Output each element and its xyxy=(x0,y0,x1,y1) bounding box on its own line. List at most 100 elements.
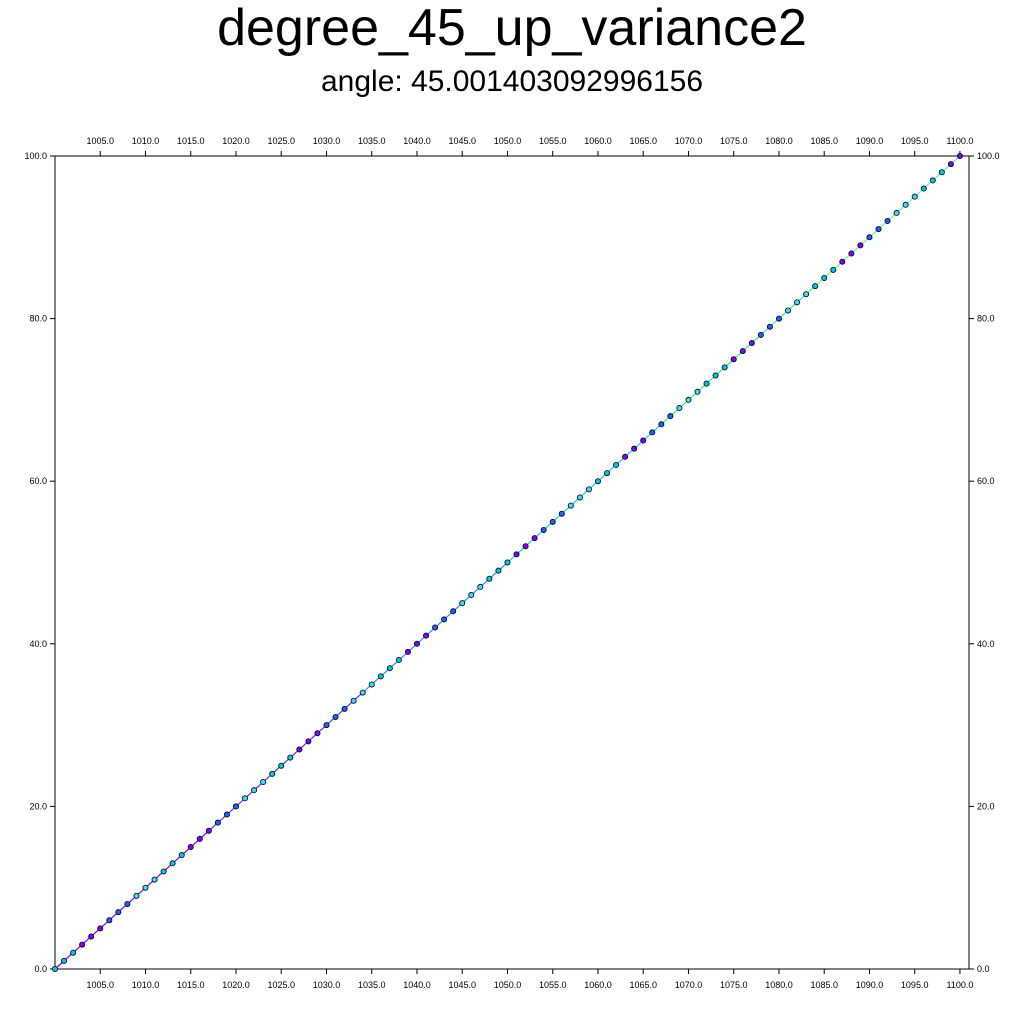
data-point xyxy=(585,486,592,493)
data-point xyxy=(775,315,782,322)
data-point xyxy=(658,421,665,428)
data-point xyxy=(278,762,285,769)
data-point xyxy=(956,152,963,159)
data-point xyxy=(423,632,430,639)
data-point xyxy=(803,291,810,298)
data-point xyxy=(477,583,484,590)
x-tick-label-bottom: 1080.0 xyxy=(765,980,793,990)
data-point xyxy=(115,909,122,916)
data-point xyxy=(205,827,212,834)
data-point xyxy=(830,266,837,273)
data-point xyxy=(504,559,511,566)
data-point xyxy=(522,543,529,550)
x-tick-label-top: 1010.0 xyxy=(132,136,160,146)
data-point xyxy=(694,388,701,395)
data-point xyxy=(785,307,792,314)
x-tick-label-top: 1060.0 xyxy=(584,136,612,146)
data-point xyxy=(848,250,855,257)
data-point xyxy=(287,754,294,761)
x-tick-label-bottom: 1075.0 xyxy=(720,980,748,990)
y-tick-label-left: 20.0 xyxy=(29,801,47,811)
data-point xyxy=(721,364,728,371)
data-point xyxy=(314,730,321,737)
data-point xyxy=(947,161,954,168)
data-point xyxy=(323,722,330,729)
data-point xyxy=(151,876,158,883)
x-tick-label-bottom: 1005.0 xyxy=(86,980,114,990)
data-point xyxy=(866,234,873,241)
y-tick-label-right: 40.0 xyxy=(977,639,995,649)
data-point xyxy=(377,673,384,680)
x-tick-label-bottom: 1090.0 xyxy=(856,980,884,990)
data-point xyxy=(450,608,457,615)
data-point xyxy=(576,494,583,501)
data-point xyxy=(929,177,936,184)
data-point xyxy=(413,640,420,647)
x-tick-label-top: 1050.0 xyxy=(494,136,522,146)
data-point xyxy=(667,413,674,420)
data-point xyxy=(386,665,393,672)
x-tick-label-bottom: 1065.0 xyxy=(629,980,657,990)
data-point xyxy=(404,648,411,655)
data-point xyxy=(432,624,439,631)
data-point xyxy=(486,575,493,582)
data-point xyxy=(540,526,547,533)
y-tick-label-right: 0.0 xyxy=(977,964,990,974)
x-tick-label-bottom: 1025.0 xyxy=(267,980,295,990)
data-point xyxy=(911,193,918,200)
data-point xyxy=(613,461,620,468)
data-point xyxy=(884,218,891,225)
x-tick-label-bottom: 1070.0 xyxy=(675,980,703,990)
data-point xyxy=(640,437,647,444)
data-point xyxy=(169,860,176,867)
chart-title: degree_45_up_variance2 xyxy=(217,0,807,57)
data-point xyxy=(52,966,59,973)
data-point xyxy=(260,779,267,786)
data-point xyxy=(495,567,502,574)
data-point xyxy=(133,892,140,899)
y-tick-label-right: 100.0 xyxy=(977,151,1000,161)
data-point xyxy=(214,819,221,826)
data-point xyxy=(794,299,801,306)
data-point xyxy=(296,746,303,753)
x-tick-label-bottom: 1015.0 xyxy=(177,980,205,990)
y-tick-label-right: 60.0 xyxy=(977,476,995,486)
x-tick-label-bottom: 1100.0 xyxy=(947,980,974,990)
x-tick-label-top: 1005.0 xyxy=(86,136,114,146)
y-tick-label-left: 40.0 xyxy=(29,639,47,649)
data-point xyxy=(242,795,249,802)
x-tick-label-top: 1085.0 xyxy=(810,136,838,146)
x-tick-label-top: 1025.0 xyxy=(267,136,295,146)
plot-frame xyxy=(54,155,970,970)
data-point xyxy=(893,209,900,216)
x-tick-label-bottom: 1045.0 xyxy=(448,980,476,990)
data-point xyxy=(468,592,475,599)
data-point xyxy=(857,242,864,249)
x-tick-label-top: 1030.0 xyxy=(313,136,341,146)
data-point xyxy=(124,900,131,907)
data-point xyxy=(251,787,258,794)
data-point xyxy=(269,770,276,777)
chart-subtitle: angle: 45.001403092996156 xyxy=(320,65,704,98)
x-tick-label-bottom: 1020.0 xyxy=(222,980,250,990)
x-tick-label-bottom: 1085.0 xyxy=(810,980,838,990)
data-point xyxy=(649,429,656,436)
x-tick-label-top: 1080.0 xyxy=(765,136,793,146)
data-point xyxy=(757,331,764,338)
data-point xyxy=(106,917,113,924)
data-point xyxy=(567,502,574,509)
x-tick-label-bottom: 1060.0 xyxy=(584,980,612,990)
data-point xyxy=(676,405,683,412)
data-point xyxy=(631,445,638,452)
data-point xyxy=(902,201,909,208)
data-point xyxy=(748,339,755,346)
data-point xyxy=(70,949,77,956)
data-point xyxy=(441,616,448,623)
x-tick-label-bottom: 1035.0 xyxy=(358,980,386,990)
data-point xyxy=(350,697,357,704)
data-point xyxy=(766,323,773,330)
data-point xyxy=(97,925,104,932)
x-tick-label-top: 1075.0 xyxy=(720,136,748,146)
y-tick-label-left: 80.0 xyxy=(29,314,47,324)
